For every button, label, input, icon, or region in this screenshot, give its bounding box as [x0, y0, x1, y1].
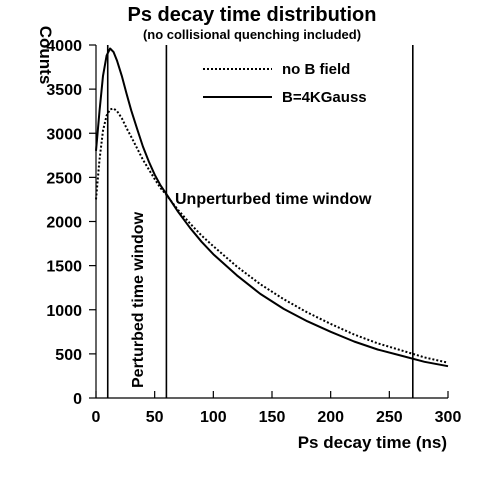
series-line-no-b-field	[95, 107, 449, 364]
x-tick-label: 300	[435, 409, 462, 426]
y-axis-label: Counts	[36, 26, 55, 85]
x-tick-label: 200	[317, 409, 344, 426]
series-line-b-4kgauss	[95, 47, 449, 368]
x-tick-label: 100	[200, 409, 227, 426]
y-tick-label: 4000	[46, 38, 82, 55]
x-ticks: 0 50 100 150 200 250 300	[92, 391, 462, 426]
annotation-perturbed-window: Perturbed time window	[130, 211, 147, 388]
y-tick-label: 1500	[46, 259, 82, 276]
y-tick-label: 1000	[46, 303, 82, 320]
y-tick-label: 3500	[46, 82, 82, 99]
window-boundaries	[106, 45, 414, 398]
y-tick-label: 0	[73, 391, 82, 408]
x-axis-label: Ps decay time (ns)	[298, 433, 447, 452]
y-tick-label: 3000	[46, 126, 82, 143]
legend: no B field B=4KGauss	[203, 61, 367, 106]
legend-label-no-b-field: no B field	[282, 61, 350, 78]
x-tick-label: 250	[376, 409, 403, 426]
x-tick-label: 150	[259, 409, 286, 426]
y-tick-label: 500	[55, 347, 82, 364]
x-tick-label: 50	[146, 409, 164, 426]
legend-label-b-4kgauss: B=4KGauss	[282, 89, 367, 106]
chart-title: Ps decay time distribution	[128, 4, 377, 26]
y-ticks: 0 500 1000 1500 2000 2500 3000 3500 4000	[46, 38, 96, 408]
y-tick-label: 2500	[46, 170, 82, 187]
y-tick-label: 2000	[46, 215, 82, 232]
series-lines	[95, 47, 449, 368]
x-tick-label: 0	[92, 409, 101, 426]
annotation-unperturbed-window: Unperturbed time window	[175, 191, 372, 208]
chart-subtitle: (no collisional quenching included)	[143, 27, 361, 42]
